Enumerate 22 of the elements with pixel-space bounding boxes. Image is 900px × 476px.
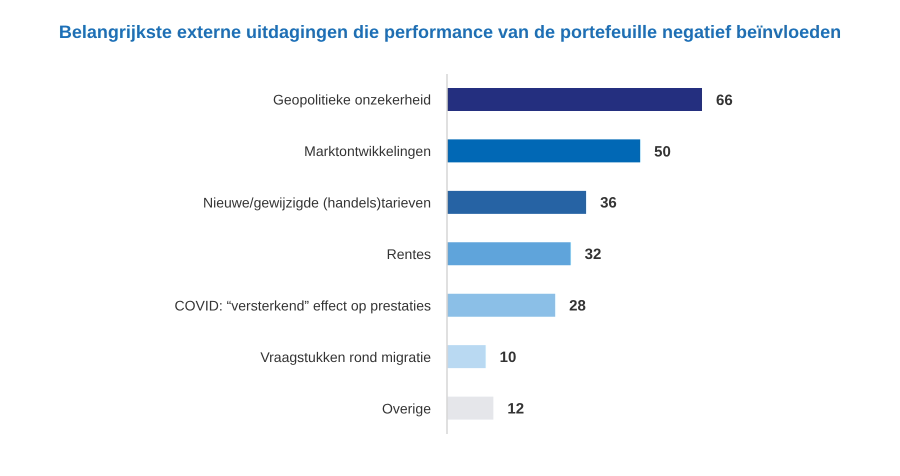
- bar: [447, 190, 586, 214]
- data-label: 36: [600, 194, 617, 212]
- y-tick-label: Vraagstukken rond migratie: [260, 348, 432, 365]
- y-tick-label: COVID: “versterkend” effect op prestaties: [174, 297, 431, 314]
- data-label: 12: [507, 400, 524, 418]
- chart-title: Belangrijkste externe uitdagingen die performance van de portefeuille negatief beïnvloeden: [58, 22, 842, 43]
- bar: [447, 88, 702, 111]
- bar: [447, 242, 571, 266]
- data-label: 28: [569, 298, 586, 315]
- data-label: 32: [584, 246, 602, 264]
- y-tick-label: Marktontwikkelingen: [304, 143, 431, 160]
- bar: [447, 396, 494, 420]
- data-label: 66: [716, 92, 733, 109]
- data-label: 50: [654, 143, 671, 160]
- y-tick-label: Nieuwe/gewijzigde (handels)tarieven: [202, 194, 431, 211]
- bar: [447, 345, 486, 368]
- bar: [447, 139, 640, 162]
- data-label: 10: [500, 348, 516, 366]
- y-tick-label: Rentes: [386, 246, 431, 262]
- y-tick-label: Overige: [382, 400, 432, 416]
- bar: [447, 294, 556, 317]
- y-tick-label: Geopolitieke onzekerheid: [273, 92, 431, 108]
